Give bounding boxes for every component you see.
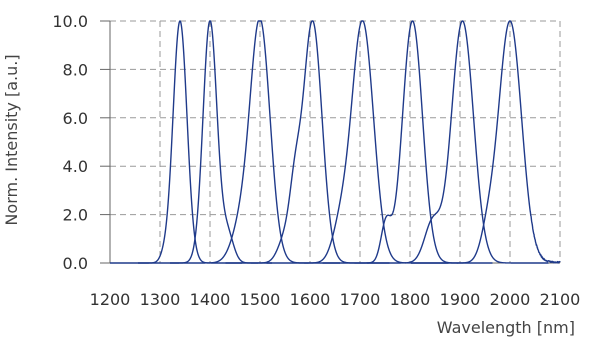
y-tick-label: 6.0	[63, 109, 88, 128]
x-tick-label: 1800	[390, 290, 431, 309]
x-tick-label: 1400	[190, 290, 231, 309]
x-tick-label: 2100	[540, 290, 581, 309]
x-tick-label: 1200	[90, 290, 131, 309]
y-tick-label: 10.0	[52, 12, 88, 31]
axes	[100, 20, 560, 264]
x-tick-label: 1900	[440, 290, 481, 309]
x-tick-labels: 1200 1300 1400 1500 1600 1700 1800 1900 2000 2100	[90, 290, 581, 309]
y-axis-title: Norm. Intensity [a.u.]	[2, 54, 21, 225]
y-tick-label: 2.0	[63, 206, 88, 225]
x-tick-label: 1300	[140, 290, 181, 309]
y-tick-label: 8.0	[63, 60, 88, 79]
spectrum-curve	[366, 20, 549, 264]
spectrum-curve	[225, 20, 390, 264]
spectrum-curve	[109, 20, 243, 264]
grid-lines	[110, 20, 561, 263]
x-tick-label: 1600	[290, 290, 331, 309]
spectrum-curve	[266, 20, 449, 264]
y-tick-label: 0.0	[63, 254, 88, 273]
x-axis-title: Wavelength [nm]	[437, 318, 575, 337]
y-tick-label: 4.0	[63, 157, 88, 176]
spectrum-curve	[410, 20, 561, 264]
spectrum-curve	[137, 20, 273, 264]
x-tick-label: 1700	[340, 290, 381, 309]
spectrum-curve	[169, 20, 341, 264]
spectra-curves	[109, 20, 561, 264]
x-tick-label: 1500	[240, 290, 281, 309]
y-tick-labels: 0.0 2.0 4.0 6.0 8.0 10.0	[52, 12, 88, 273]
x-tick-label: 2000	[490, 290, 531, 309]
